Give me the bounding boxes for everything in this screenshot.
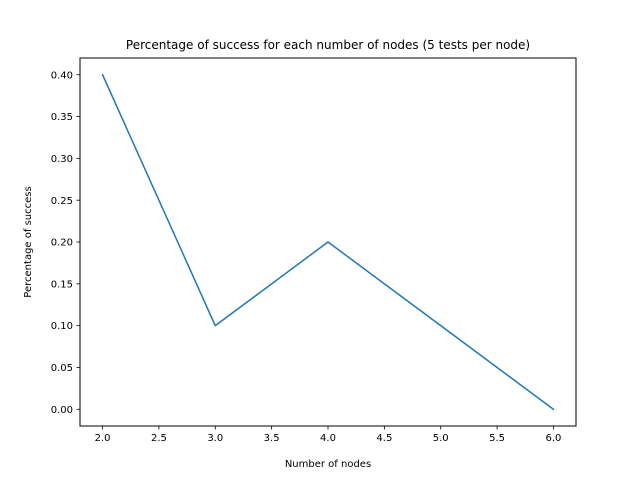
x-tick-label: 4.0 (320, 433, 336, 444)
y-tick-label: 0.10 (51, 321, 73, 332)
y-tick-label: 0.15 (51, 279, 73, 290)
y-tick-label: 0.05 (51, 363, 73, 374)
y-tick-label: 0.00 (51, 405, 73, 416)
x-tick-label: 4.5 (376, 433, 392, 444)
series-layer (101, 73, 555, 411)
x-axis-ticks: 2.0 2.5 3.0 3.5 4.0 4.5 5.0 5.5 6.0 (95, 426, 562, 444)
y-tick-label: 0.25 (51, 196, 73, 207)
y-tick-label: 0.35 (51, 112, 73, 123)
y-tick-label: 0.20 (51, 238, 73, 249)
x-tick-label: 5.5 (489, 433, 505, 444)
x-axis-title: Number of nodes (285, 459, 371, 470)
x-tick-label: 6.0 (546, 433, 562, 444)
chart-title: Percentage of success for each number of… (126, 38, 530, 52)
y-tick-label: 0.30 (51, 154, 73, 165)
plot-area-frame (79, 57, 577, 427)
series-line (101, 73, 555, 411)
y-axis-ticks: 0.00 0.05 0.10 0.15 0.20 0.25 0.30 0.35 0.40 (51, 70, 80, 416)
x-tick-label: 3.5 (264, 433, 280, 444)
x-tick-label: 2.5 (151, 433, 167, 444)
x-tick-label: 2.0 (95, 433, 111, 444)
x-tick-label: 5.0 (433, 433, 449, 444)
y-tick-label: 0.40 (51, 70, 73, 81)
y-axis-title: Percentage of success (23, 186, 34, 297)
x-tick-label: 3.0 (207, 433, 223, 444)
